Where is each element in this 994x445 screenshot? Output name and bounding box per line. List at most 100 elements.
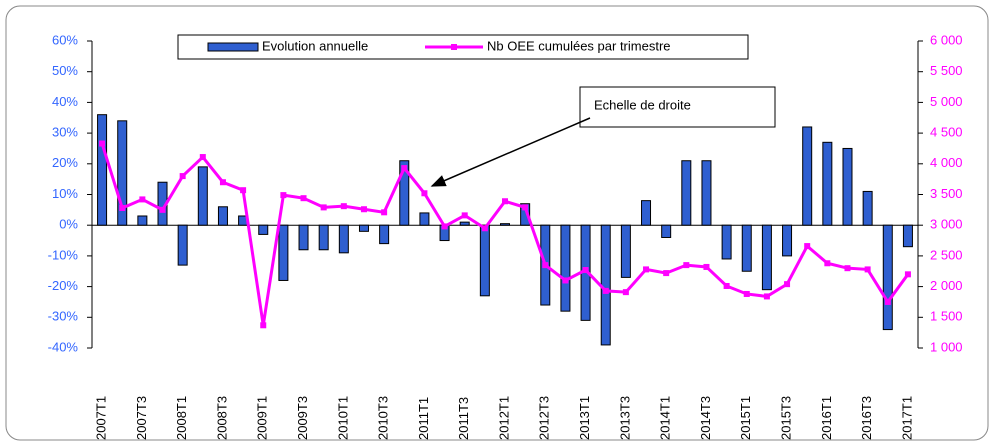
bar xyxy=(500,223,510,226)
y2-tick-label: 2 500 xyxy=(930,247,963,262)
marker xyxy=(199,154,206,161)
y2-tick-label: 2 000 xyxy=(930,278,963,293)
bar xyxy=(520,203,531,226)
bar xyxy=(419,212,430,226)
marker xyxy=(683,262,690,269)
marker xyxy=(582,267,589,274)
marker xyxy=(179,173,186,180)
marker xyxy=(300,195,307,202)
x-tick-label: 2016T1 xyxy=(819,396,834,440)
marker xyxy=(562,277,569,284)
marker xyxy=(381,209,388,216)
x-tick-label: 2011T3 xyxy=(456,397,471,440)
x-tick-label: 2015T1 xyxy=(738,396,753,440)
y-tick-label: 40% xyxy=(52,94,78,109)
marker xyxy=(461,212,468,219)
bar xyxy=(399,160,410,226)
x-tick-label: 2008T3 xyxy=(214,396,229,440)
x-tick-label: 2015T3 xyxy=(778,396,793,440)
y-tick-label: 0% xyxy=(59,217,78,232)
bar xyxy=(278,224,289,281)
bar xyxy=(802,126,813,226)
bar xyxy=(741,224,752,272)
y2-tick-label: 3 000 xyxy=(930,217,963,232)
marker xyxy=(643,266,650,273)
marker xyxy=(844,265,851,272)
bar xyxy=(137,215,148,226)
y2-tick-label: 4 000 xyxy=(930,155,963,170)
marker xyxy=(340,203,347,210)
marker xyxy=(159,206,166,213)
marker xyxy=(542,262,549,269)
y-tick-label: 60% xyxy=(52,32,78,47)
y-tick-label: 50% xyxy=(52,63,78,78)
x-tick-label: 2011T1 xyxy=(416,397,431,440)
bar xyxy=(479,224,490,297)
bar xyxy=(117,120,128,226)
bar xyxy=(217,206,228,226)
bar xyxy=(600,224,611,346)
marker xyxy=(441,223,448,230)
bar xyxy=(177,224,188,266)
marker xyxy=(743,290,750,297)
bar xyxy=(358,224,369,232)
annotation-box xyxy=(579,86,776,128)
y-tick-label: -20% xyxy=(48,278,79,293)
legend-swatch xyxy=(451,44,457,50)
x-tick-label: 2010T1 xyxy=(335,396,350,440)
y2-tick-label: 5 500 xyxy=(930,63,963,78)
marker xyxy=(522,204,529,211)
x-tick-label: 2009T3 xyxy=(295,396,310,440)
bar xyxy=(701,160,712,226)
bar xyxy=(560,224,571,312)
marker xyxy=(804,243,811,250)
marker xyxy=(119,205,126,212)
x-tick-label: 2009T1 xyxy=(255,396,270,440)
y2-tick-label: 6 000 xyxy=(930,32,963,47)
x-tick-label: 2013T3 xyxy=(617,396,632,440)
y2-tick-label: 5 000 xyxy=(930,94,963,109)
bar xyxy=(318,224,329,251)
y2-tick-label: 3 500 xyxy=(930,186,963,201)
marker xyxy=(320,204,327,211)
y-tick-label: -30% xyxy=(48,309,79,324)
bar xyxy=(661,224,672,238)
marker xyxy=(99,140,106,147)
marker xyxy=(763,293,770,300)
bar xyxy=(721,224,732,260)
marker xyxy=(784,281,791,288)
marker xyxy=(904,271,911,278)
bar xyxy=(782,224,793,257)
x-tick-label: 2007T3 xyxy=(134,396,149,440)
marker xyxy=(602,287,609,294)
bar xyxy=(641,200,652,226)
marker xyxy=(723,282,730,289)
marker xyxy=(421,190,428,197)
x-tick-label: 2014T3 xyxy=(698,396,713,440)
x-tick-label: 2010T3 xyxy=(376,396,391,440)
x-tick-label: 2008T1 xyxy=(174,396,189,440)
marker xyxy=(360,206,367,213)
y-tick-label: 20% xyxy=(52,155,78,170)
annotation: Echelle de droite xyxy=(594,97,691,112)
bar xyxy=(822,141,833,226)
marker xyxy=(824,260,831,267)
bar xyxy=(338,224,349,254)
bar xyxy=(902,224,913,248)
bar xyxy=(459,221,470,226)
y-tick-label: 30% xyxy=(52,125,78,140)
marker xyxy=(139,196,146,203)
legend-label: Nb OEE cumulées par trimestre xyxy=(487,38,671,53)
bar xyxy=(197,166,208,226)
x-tick-label: 2017T1 xyxy=(899,396,914,440)
y-tick-label: 10% xyxy=(52,186,78,201)
marker xyxy=(240,187,247,194)
x-tick-label: 2014T1 xyxy=(658,396,673,440)
marker xyxy=(884,298,891,305)
marker xyxy=(663,270,670,277)
x-tick-label: 2007T1 xyxy=(94,396,109,440)
bar xyxy=(97,114,108,226)
bar xyxy=(298,224,309,251)
marker xyxy=(219,179,226,186)
bar xyxy=(379,224,390,245)
